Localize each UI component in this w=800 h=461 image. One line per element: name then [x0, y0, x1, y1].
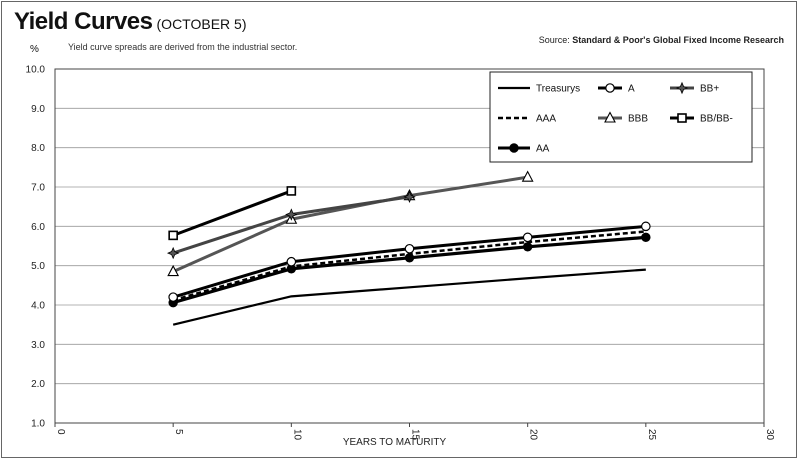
- chart-subtitle: Yield curve spreads are derived from the…: [68, 42, 298, 52]
- data-point: [285, 208, 298, 221]
- data-point: [166, 246, 180, 260]
- legend-marker: [677, 113, 687, 123]
- data-point: [286, 256, 297, 267]
- legend-label: AAA: [536, 114, 556, 125]
- series-a: [168, 221, 651, 302]
- legend-label: AA: [536, 144, 550, 155]
- y-tick-label: 5.0: [31, 261, 45, 272]
- legend-marker: [509, 143, 519, 153]
- series-line: [172, 189, 292, 237]
- x-tick-label: 5: [173, 429, 184, 435]
- data-point: [641, 221, 651, 232]
- y-tick-label: 3.0: [31, 340, 45, 351]
- x-tick-label: 0: [55, 429, 66, 435]
- x-tick-label: 10: [291, 429, 302, 441]
- legend-marker: [605, 83, 615, 93]
- y-tick-label: 2.0: [31, 379, 45, 390]
- series-treasurys: [172, 268, 646, 326]
- legend-label: BBB: [628, 114, 648, 125]
- y-tick-label: 4.0: [31, 301, 45, 312]
- series-bb-bb-: [168, 186, 297, 241]
- chart-title: Yield Curves: [14, 8, 153, 35]
- chart-title-group: Yield Curves (OCTOBER 5): [14, 8, 247, 36]
- legend-marker: [675, 81, 689, 95]
- data-point: [167, 264, 180, 277]
- legend-label: BB/BB-: [700, 114, 733, 125]
- source-name: Standard & Poor's Global Fixed Income Re…: [572, 35, 784, 45]
- legend-label: A: [628, 84, 635, 95]
- series-bb-: [166, 190, 416, 260]
- series-line: [172, 195, 410, 255]
- data-point: [522, 242, 533, 252]
- data-point: [404, 243, 415, 254]
- source-line: Source: Standard & Poor's Global Fixed I…: [539, 35, 784, 45]
- chart-date: (OCTOBER 5): [156, 16, 247, 32]
- y-tick-label: 9.0: [31, 104, 45, 115]
- data-point: [168, 230, 178, 241]
- y-tick-label: 1.0: [31, 419, 45, 430]
- legend-label: BB+: [700, 84, 719, 95]
- x-tick-label: 25: [646, 429, 657, 441]
- x-axis-title: YEARS TO MATURITY: [343, 437, 447, 448]
- x-tick-label: 30: [764, 429, 775, 441]
- data-point: [522, 232, 533, 243]
- series-line: [172, 268, 646, 326]
- y-unit-label: %: [30, 44, 39, 55]
- legend-marker: [604, 111, 616, 123]
- y-tick-label: 7.0: [31, 183, 45, 194]
- data-point: [521, 170, 534, 182]
- y-tick-label: 6.0: [31, 222, 45, 233]
- legend: Treasurys A BB+ AAA BBB BB/BB- AA: [489, 71, 753, 163]
- data-point: [403, 190, 416, 204]
- x-tick-label: 15: [410, 429, 421, 441]
- y-tick-label: 8.0: [31, 143, 45, 154]
- data-point: [404, 253, 415, 263]
- data-point: [286, 186, 297, 196]
- x-tick-label: 20: [528, 429, 539, 441]
- data-point: [641, 232, 651, 243]
- legend-label: Treasurys: [536, 84, 580, 95]
- source-prefix: Source:: [538, 35, 570, 45]
- data-point: [168, 292, 178, 302]
- y-tick-label: 10.0: [26, 65, 46, 76]
- series-line: [172, 175, 528, 273]
